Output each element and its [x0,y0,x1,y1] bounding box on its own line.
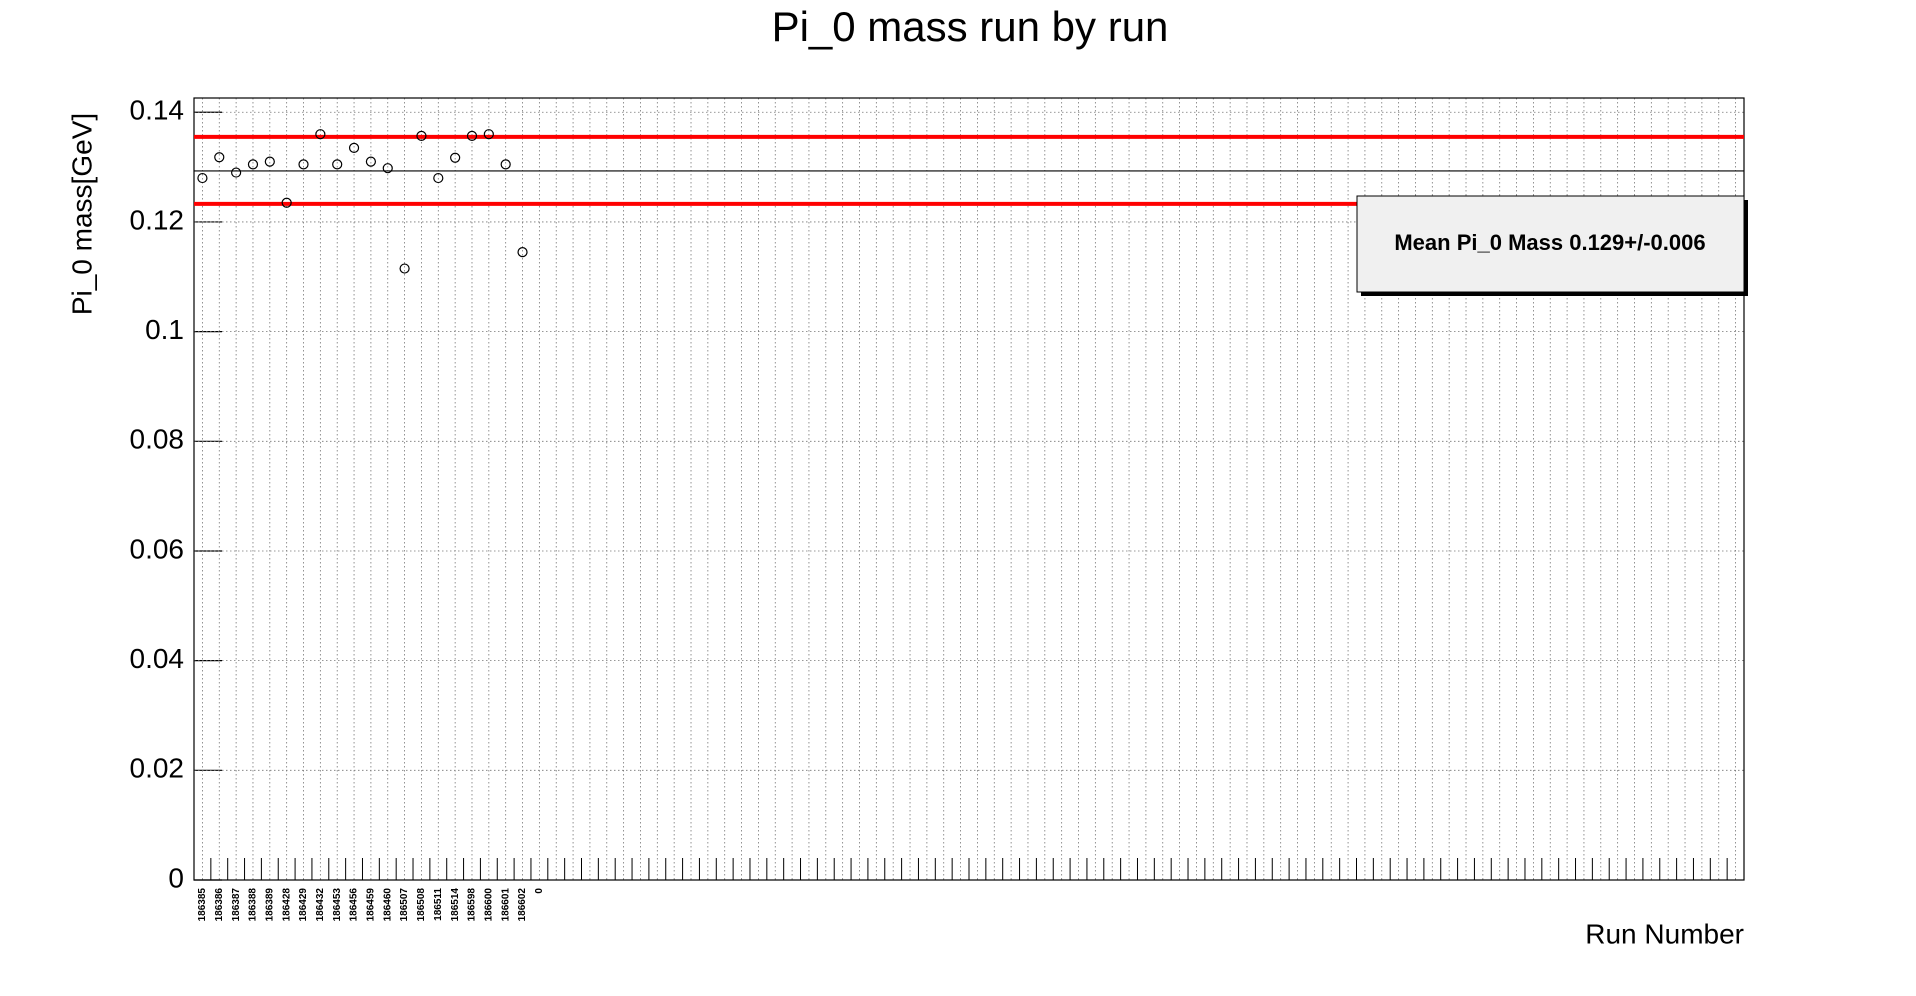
x-tick-label: 186511 [433,888,444,921]
x-tick-label: 186456 [349,888,360,922]
x-tick-label: 186389 [264,888,275,922]
plot-frame [193,97,1745,881]
point [247,159,259,170]
point [466,130,478,141]
point [517,246,528,258]
point [315,129,326,140]
point [483,129,494,140]
x-tick-label: 186507 [399,888,410,922]
x-tick-label: 186387 [231,888,242,922]
point [231,167,242,178]
point [399,263,410,274]
x-tick-label: 186428 [281,888,292,922]
y-tick-label: 0.08 [130,424,185,455]
y-tick-label: 0.14 [130,95,185,126]
point [298,159,309,170]
point [500,159,511,170]
x-tick-label: 0 [534,888,545,894]
point [450,152,461,163]
y-tick-label: 0.12 [130,204,185,235]
point [281,197,292,208]
x-tick-label: 186600 [483,888,494,922]
y-tick-label: 0.06 [130,533,185,564]
point [382,163,393,174]
x-tick-label: 186385 [197,888,208,922]
legend-box [1356,195,1745,293]
x-tick-label: 186601 [500,888,511,922]
x-tick-label: 186459 [366,888,377,922]
y-axis-label: Pi_0 mass[GeV] [66,113,97,315]
point [197,172,208,184]
x-tick-label: 186429 [298,888,309,922]
x-tick-label: 186508 [416,888,427,922]
x-tick-label: 186432 [315,888,326,922]
x-tick-label: 186386 [214,888,225,922]
x-tick-label: 186602 [517,888,528,922]
y-tick-label: 0.04 [130,643,185,674]
x-tick-label: 186514 [450,888,461,922]
x-tick-label: 186460 [382,888,393,922]
x-tick-label: 186388 [248,888,259,922]
y-tick-label: 0.02 [130,753,185,784]
x-tick-label: 186453 [332,888,343,922]
point [348,142,360,154]
point [433,172,444,184]
point [332,159,343,170]
y-tick-label: 0 [168,862,184,893]
x-tick-label: 186598 [467,888,478,922]
chart-title: Pi_0 mass run by run [772,3,1169,50]
point [264,156,275,167]
point [214,152,225,163]
x-axis-label: Run Number [1585,918,1744,949]
y-tick-label: 0.1 [145,314,184,345]
point [365,156,377,167]
legend-text: Mean Pi_0 Mass 0.129+/-0.006 [1394,230,1705,255]
point [416,130,427,141]
